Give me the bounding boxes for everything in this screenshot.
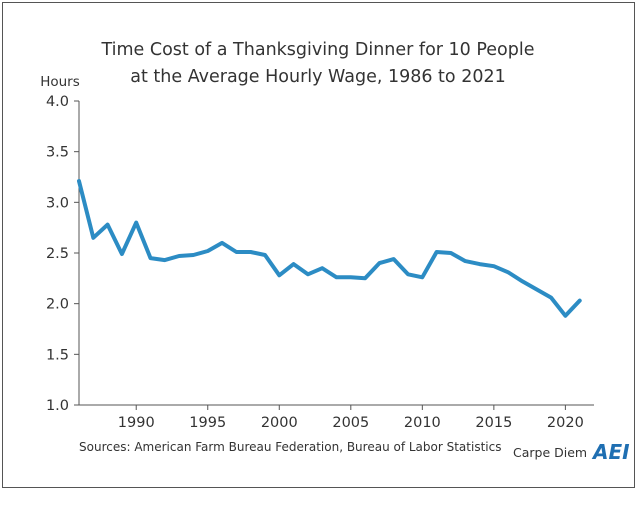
- data-point: [506, 270, 510, 274]
- data-point: [206, 249, 210, 253]
- y-tick-label: 2.0: [46, 297, 69, 313]
- series-line: [77, 179, 582, 318]
- x-tick-label: 2005: [332, 415, 369, 431]
- data-point: [492, 264, 496, 268]
- y-axis-label: Hours: [40, 74, 80, 90]
- data-point: [549, 296, 553, 300]
- y-tick-label: 3.5: [46, 145, 69, 161]
- y-tick-label: 1.5: [46, 347, 69, 363]
- data-point: [349, 275, 353, 279]
- data-point: [521, 279, 525, 283]
- y-axis: 1.0 1.5 2.0 2.5 3.0 3.5 4.0: [46, 94, 80, 414]
- data-point: [220, 241, 224, 245]
- data-point: [120, 252, 124, 256]
- x-tick-label: 2000: [261, 415, 298, 431]
- data-point: [191, 253, 195, 257]
- x-tick-label: 2010: [404, 415, 441, 431]
- data-point: [449, 251, 453, 255]
- x-tick-label: 1990: [118, 415, 155, 431]
- chart-title: Time Cost of a Thanksgiving Dinner for 1…: [100, 40, 534, 60]
- y-tick-label: 4.0: [46, 94, 69, 110]
- data-point: [420, 275, 424, 279]
- data-point: [363, 276, 367, 280]
- data-point: [77, 179, 81, 183]
- y-tick-label: 1.0: [46, 398, 69, 414]
- data-point: [106, 223, 110, 227]
- data-point: [463, 259, 467, 263]
- data-point: [320, 266, 324, 270]
- x-axis: 1990 1995 2000 2005 2010 2015 2020: [79, 404, 594, 431]
- data-point: [163, 258, 167, 262]
- y-tick-label: 3.0: [46, 195, 69, 211]
- data-point: [277, 273, 281, 277]
- brand-text: Carpe Diem: [513, 445, 587, 460]
- y-tick-label: 2.5: [46, 246, 69, 262]
- x-tick-label: 2015: [475, 415, 512, 431]
- data-point: [249, 250, 253, 254]
- aei-logo: AEI: [591, 440, 630, 464]
- data-point: [563, 314, 567, 318]
- data-point: [292, 262, 296, 266]
- data-point: [377, 261, 381, 265]
- chart-frame: [2, 2, 635, 488]
- x-tick-label: 2020: [547, 415, 584, 431]
- data-point: [177, 254, 181, 258]
- data-point: [435, 250, 439, 254]
- data-point: [406, 272, 410, 276]
- data-point: [478, 262, 482, 266]
- data-point: [306, 272, 310, 276]
- data-point: [91, 236, 95, 240]
- source-note: Sources: American Farm Bureau Federation…: [79, 440, 501, 454]
- chart-subtitle: at the Average Hourly Wage, 1986 to 2021: [130, 67, 505, 87]
- data-point: [234, 250, 238, 254]
- data-point: [578, 299, 582, 303]
- data-point: [335, 275, 339, 279]
- data-point: [392, 257, 396, 261]
- data-point: [149, 256, 153, 260]
- data-point: [535, 288, 539, 292]
- x-tick-label: 1995: [189, 415, 226, 431]
- data-point: [263, 253, 267, 257]
- data-point: [134, 221, 138, 225]
- series-line-group: [77, 179, 582, 318]
